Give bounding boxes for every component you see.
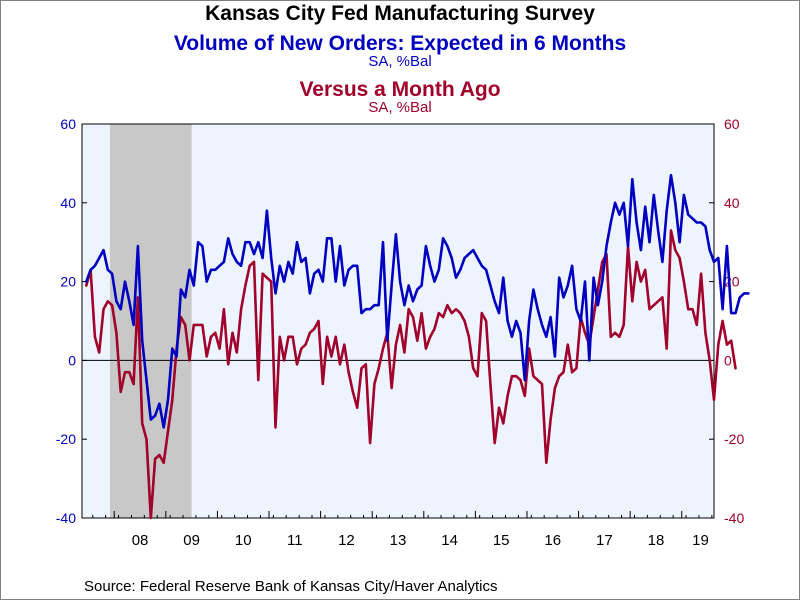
series-1-title: Volume of New Orders: Expected in 6 Mont… bbox=[173, 32, 627, 55]
y-right-tick-label: 0 bbox=[724, 352, 732, 368]
series-versus-month-ago-line bbox=[85, 229, 737, 520]
series-new-orders-expected-line bbox=[85, 173, 750, 429]
x-tick-label: 09 bbox=[183, 532, 200, 549]
x-tick-label: 08 bbox=[132, 532, 149, 549]
chart-title: Kansas City Fed Manufacturing Survey bbox=[205, 2, 595, 25]
source-note: Source: Federal Reserve Bank of Kansas C… bbox=[84, 578, 498, 595]
y-right-tick-label: -40 bbox=[724, 510, 744, 526]
y-right-tick-label: 40 bbox=[724, 195, 740, 211]
y-right-tick-label: 20 bbox=[724, 274, 740, 290]
x-tick-label: 10 bbox=[235, 532, 252, 549]
y-left-tick-label: 20 bbox=[60, 274, 76, 290]
y-left-tick-label: 40 bbox=[60, 195, 76, 211]
x-tick-label: 19 bbox=[692, 532, 709, 549]
x-tick-label: 14 bbox=[441, 532, 458, 549]
x-tick-label: 16 bbox=[544, 532, 561, 549]
x-tick-label: 17 bbox=[596, 532, 613, 549]
series-2-title: Versus a Month Ago bbox=[299, 78, 501, 101]
plot-border bbox=[81, 123, 715, 519]
y-left-tick-label: 0 bbox=[68, 352, 76, 368]
x-tick-label: 11 bbox=[287, 532, 303, 549]
y-right-tick-label: -20 bbox=[724, 431, 744, 447]
series-2-units: SA, %Bal bbox=[368, 99, 432, 116]
y-left-tick-label: -40 bbox=[56, 510, 76, 526]
series-1-units: SA, %Bal bbox=[368, 53, 432, 70]
x-tick-label: 13 bbox=[390, 532, 407, 549]
x-tick-label: 18 bbox=[648, 532, 665, 549]
y-right-tick-label: 60 bbox=[724, 116, 740, 132]
y-left-tick-label: -20 bbox=[56, 431, 76, 447]
y-left-tick-label: 60 bbox=[60, 116, 76, 132]
x-tick-label: 12 bbox=[338, 532, 355, 549]
x-tick-label: 15 bbox=[493, 532, 510, 549]
